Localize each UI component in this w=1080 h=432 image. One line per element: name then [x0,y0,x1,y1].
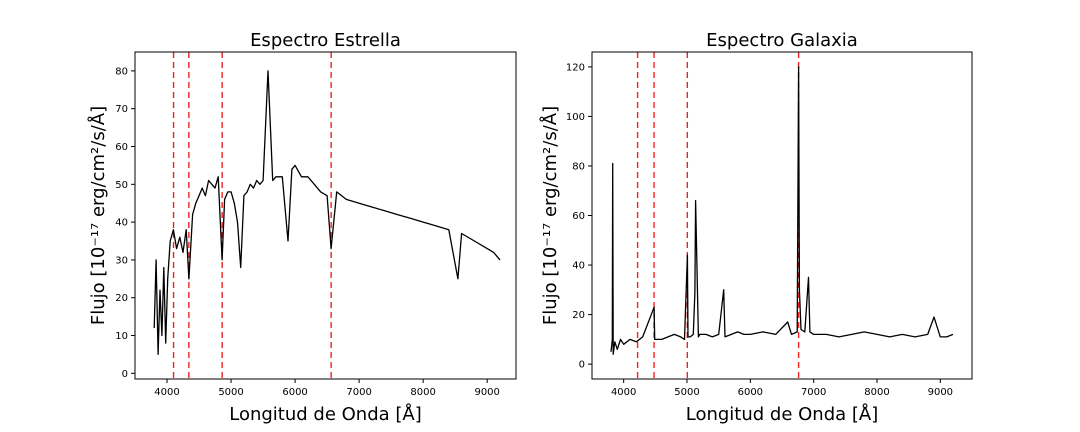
y-tick-label: 60 [572,211,585,222]
y-ticks: 0 20 40 60 80 100 120 [566,62,592,371]
axes-frame [134,51,517,380]
chart-galaxia: Espectro Galaxia 4000 5000 6000 7000 8000 900… [539,30,973,425]
chart-title: Espectro Estrella [250,30,401,51]
x-ticks: 4000 5000 6000 7000 8000 9000 [611,379,953,398]
y-tick-label: 120 [566,62,585,73]
axes-frame [591,51,973,380]
series-lines [610,66,954,355]
y-tick-label: 40 [115,218,128,229]
y-ticks: 0 10 20 30 40 50 60 70 80 [115,66,135,380]
plot-area: 4000 5000 6000 7000 8000 9000 0 10 20 30 40 50 60 70… [115,51,517,398]
y-tick-label: 20 [572,310,585,321]
spectrum-line [153,70,501,356]
y-tick-label: 50 [115,180,128,191]
y-axis-label: Flujo [10⁻¹⁷ erg/cm²/s/Å] [87,106,109,325]
plot-area: 4000 5000 6000 7000 8000 9000 0 20 40 60 80 100 120 [566,51,973,398]
reference-lines [636,52,800,379]
chart-title: Espectro Galaxia [706,30,858,51]
y-tick-label: 20 [115,293,128,304]
y-tick-label: 60 [115,142,128,153]
x-tick-label: 9000 [928,387,953,398]
chart-estrella: Espectro Estrella 4000 5000 6000 7000 8000 90… [87,30,517,425]
y-tick-label: 0 [579,360,585,371]
x-tick-label: 8000 [410,387,435,398]
x-tick-label: 4000 [154,387,179,398]
x-tick-label: 7000 [801,387,826,398]
y-tick-label: 40 [572,261,585,272]
y-tick-label: 100 [566,112,585,123]
series-lines [153,70,501,356]
y-tick-label: 70 [115,104,128,115]
y-tick-label: 30 [115,255,128,266]
x-axis-label: Longitud de Onda [Å] [686,403,879,425]
x-tick-label: 5000 [218,387,243,398]
y-axis-label: Flujo [10⁻¹⁷ erg/cm²/s/Å] [539,106,561,325]
x-tick-label: 7000 [346,387,371,398]
x-tick-label: 6000 [738,387,763,398]
y-tick-label: 80 [115,66,128,77]
x-tick-label: 9000 [474,387,499,398]
x-tick-label: 4000 [611,387,636,398]
y-tick-label: 0 [122,369,128,380]
reference-lines [172,52,332,379]
x-axis-label: Longitud de Onda [Å] [229,403,422,425]
y-tick-label: 80 [572,161,585,172]
x-ticks: 4000 5000 6000 7000 8000 9000 [154,379,500,398]
spectrum-line [610,66,954,355]
x-tick-label: 6000 [282,387,307,398]
x-tick-label: 5000 [674,387,699,398]
x-tick-label: 8000 [864,387,889,398]
y-tick-label: 10 [115,331,128,342]
